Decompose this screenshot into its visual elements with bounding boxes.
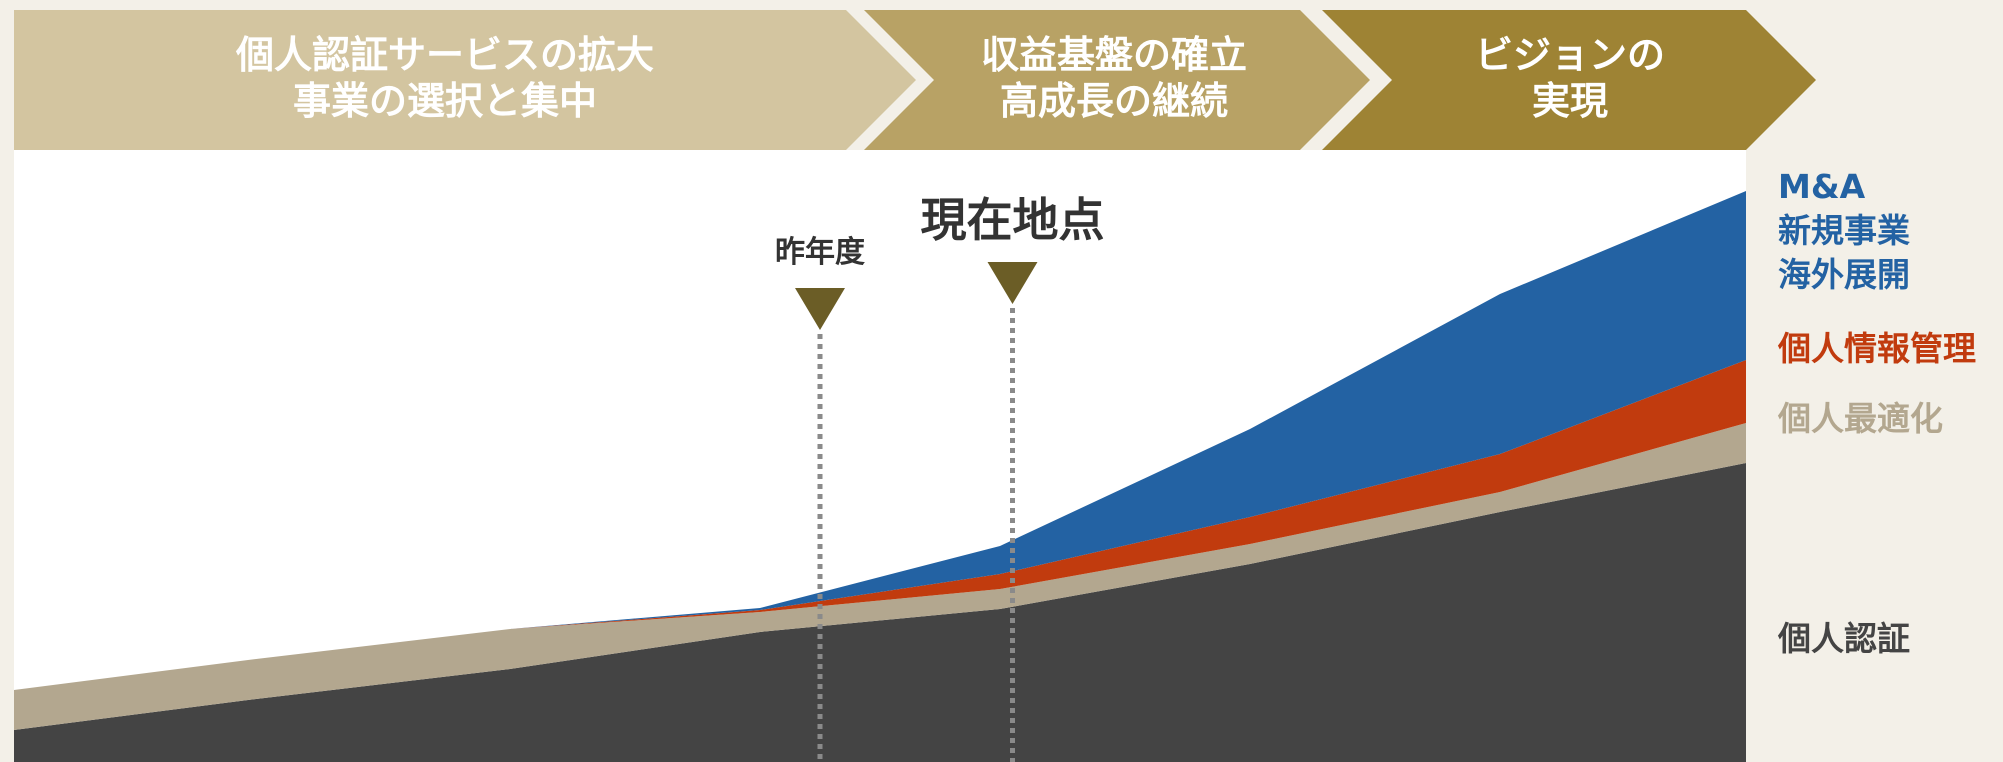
area-series-auth bbox=[14, 463, 1746, 762]
phase-label-2-line-2: 高成長の継続 bbox=[1000, 79, 1228, 123]
legend-label-opt-line-1: 個人最適化 bbox=[1777, 399, 1943, 438]
phase-label-1-line-2: 事業の選択と集中 bbox=[293, 79, 597, 123]
legend-label-auth: 個人認証 bbox=[1777, 619, 1910, 658]
legend-label-ma-line-2: 新規事業 bbox=[1778, 211, 1910, 250]
marker-label-last_year: 昨年度 bbox=[775, 235, 865, 270]
timeline-markers: 昨年度 現在地点 bbox=[775, 193, 1105, 762]
phase-label-1-line-1: 個人認証サービスの拡大 bbox=[235, 33, 654, 77]
phase-chevron-1 bbox=[14, 10, 916, 150]
legend-label-ma-line-1: M&A bbox=[1778, 167, 1866, 206]
phase-label-2-line-1: 収益基盤の確立 bbox=[981, 33, 1247, 77]
phase-label-3-line-1: ビジョンの bbox=[1475, 33, 1665, 77]
phase-chevron-2 bbox=[864, 10, 1370, 150]
phase-banner: 個人認証サービスの拡大事業の選択と集中 収益基盤の確立高成長の継続 ビジョンの実現 bbox=[14, 10, 1816, 150]
legend-label-pim-line-1: 個人情報管理 bbox=[1777, 329, 1976, 368]
phase-label-2: 収益基盤の確立高成長の継続 bbox=[981, 33, 1247, 123]
legend-label-auth-line-1: 個人認証 bbox=[1777, 619, 1910, 658]
phase-label-1: 個人認証サービスの拡大事業の選択と集中 bbox=[235, 33, 654, 123]
area-series-opt bbox=[14, 423, 1746, 730]
marker-arrow-current bbox=[987, 262, 1038, 304]
legend-label-opt: 個人最適化 bbox=[1777, 399, 1943, 438]
area-series-ma bbox=[14, 191, 1746, 690]
phase-label-3: ビジョンの実現 bbox=[1475, 33, 1665, 123]
legend-label-pim: 個人情報管理 bbox=[1777, 329, 1976, 368]
stacked-area-chart bbox=[14, 191, 1746, 762]
legend-label-ma-line-3: 海外展開 bbox=[1778, 255, 1910, 294]
phase-chevron-3 bbox=[1322, 10, 1816, 150]
legend-label-ma: M&A 新規事業海外展開 bbox=[1778, 167, 1910, 294]
marker-label-current: 現在地点 bbox=[921, 193, 1105, 247]
phase-label-3-line-2: 実現 bbox=[1532, 79, 1608, 123]
marker-arrow-last_year bbox=[795, 288, 845, 330]
